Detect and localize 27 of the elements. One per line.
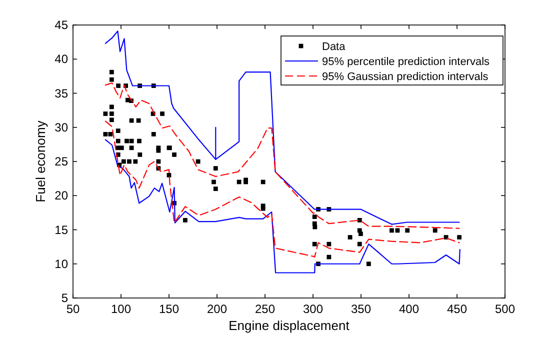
legend-label: 95% Gaussian prediction intervals	[322, 71, 489, 83]
x-tick-label: 250	[254, 302, 276, 316]
y-tick-label: 30	[54, 120, 68, 134]
legend-label: Data	[322, 41, 346, 53]
y-tick-label: 5	[61, 291, 68, 305]
x-tick-label: 100	[110, 302, 132, 316]
line-series	[104, 139, 460, 274]
line-series	[104, 120, 460, 258]
y-tick-label: 15	[54, 222, 68, 237]
x-axis-title: Engine displacement	[228, 318, 350, 333]
legend-label: 95% percentile prediction intervals	[322, 56, 490, 68]
y-tick-label: 35	[54, 86, 68, 100]
y-axis-title: Fuel economy	[33, 120, 48, 202]
x-tick-label: 150	[158, 302, 180, 316]
y-tick-label: 45	[54, 18, 68, 32]
y-tick-label: 10	[54, 256, 68, 271]
x-tick-label: 50	[66, 302, 80, 316]
x-tick-label: 450	[446, 302, 468, 316]
y-tick-label: 25	[54, 154, 68, 168]
x-tick-label: 350	[350, 302, 372, 316]
x-tick-label: 400	[398, 302, 420, 316]
line-series	[104, 82, 460, 229]
y-tick-label: 20	[54, 188, 68, 203]
x-tick-label: 200	[206, 302, 228, 316]
x-tick-label: 300	[302, 302, 324, 316]
x-tick-label: 500	[494, 302, 516, 316]
y-tick-label: 40	[54, 52, 68, 66]
